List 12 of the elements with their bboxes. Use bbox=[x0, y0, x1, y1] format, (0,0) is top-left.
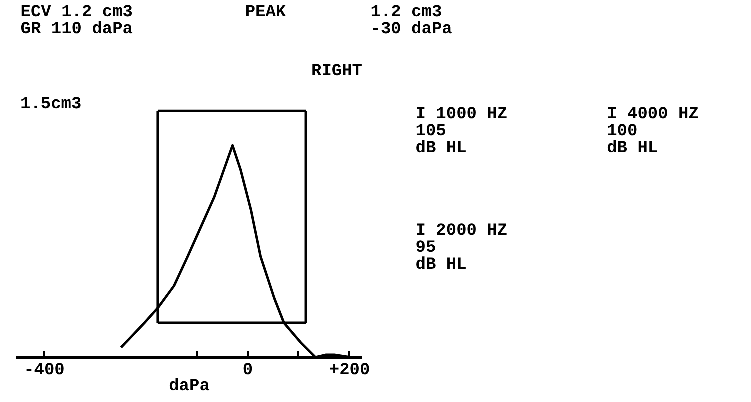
x-tick-label: 0 bbox=[242, 362, 254, 380]
text: I 2000 HZ 95 dB HL bbox=[416, 222, 508, 276]
text: 1.2 cm3 -30 daPa bbox=[370, 3, 452, 40]
text: ECV 1.2 cm3 GR 110 daPa bbox=[20, 3, 133, 40]
chart-title: RIGHT bbox=[311, 62, 363, 82]
x-tick-label: -400 bbox=[24, 362, 65, 380]
text: I 4000 HZ 100 dB HL bbox=[607, 105, 699, 159]
x-tick-label: +200 bbox=[329, 362, 370, 380]
text: PEAK bbox=[245, 3, 287, 22]
text: I 1000 HZ 105 dB HL bbox=[416, 105, 508, 159]
x-axis-title: daPa bbox=[169, 378, 210, 396]
annotation: 1.5cm3 bbox=[20, 96, 82, 114]
